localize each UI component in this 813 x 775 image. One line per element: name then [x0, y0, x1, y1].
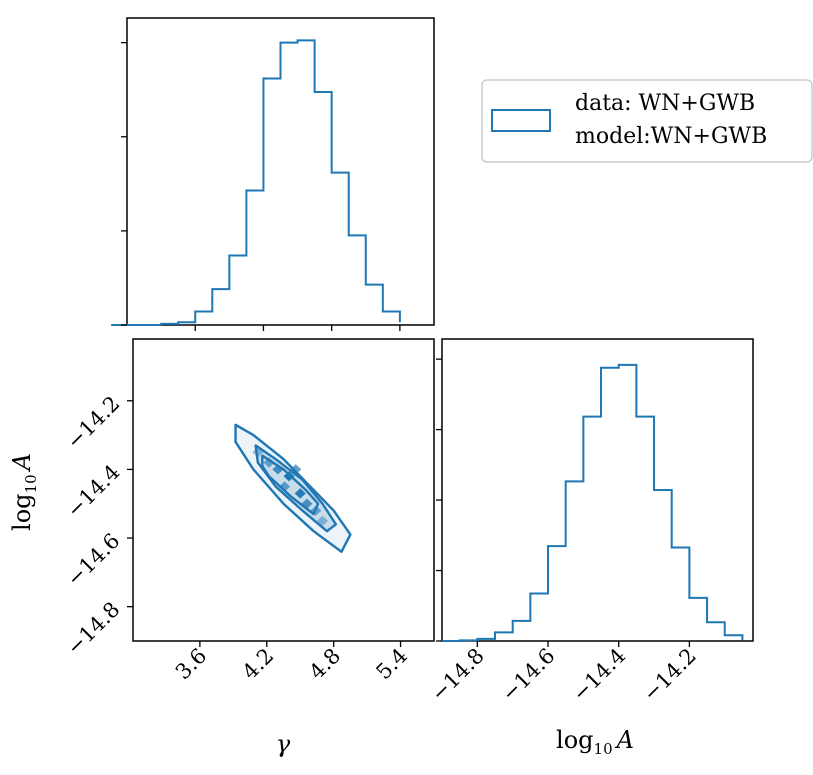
legend-frame	[481, 79, 813, 163]
joint-ytick-label-0: −14.8	[62, 597, 124, 659]
joint-xtick-label-1: 4.2	[238, 644, 279, 685]
joint-density-cell-4	[263, 457, 275, 468]
gamma-histogram-yticks	[121, 41, 127, 326]
log10A-histogram-xticks: −14.8 −14.6 −14.4 −14.2	[426, 641, 701, 706]
gamma-xlabel: γ	[276, 730, 291, 758]
joint-ytick-label-2: −14.4	[62, 460, 124, 522]
log10A-ylabel: log10A	[8, 453, 40, 531]
log10A-histogram-panel: −14.8 −14.6 −14.4 −14.2	[426, 338, 754, 706]
gamma-histogram-panel	[111, 17, 435, 331]
joint-xtick-label-3: 5.4	[371, 644, 412, 685]
joint-contour-inner	[261, 454, 320, 516]
legend-swatch	[491, 109, 551, 132]
joint-xticks: 3.6 4.2 4.8 5.4	[171, 641, 412, 684]
joint-xtick-label-2: 4.8	[305, 644, 346, 685]
joint-density-panel: −14.8−14.6 −14.4 −14.2 3.6 4.2 4.8 5.4	[62, 338, 435, 684]
joint-contour-outer	[234, 423, 352, 553]
gamma-histogram-line	[111, 39, 401, 326]
log10A-hist-xtick-label-0: −14.8	[426, 644, 488, 706]
joint-density-cell-2	[272, 464, 284, 475]
gamma-histogram-xticks	[194, 325, 401, 331]
joint-density-cell-1	[294, 488, 306, 499]
joint-density-cell-3	[301, 498, 313, 509]
log10A-histogram-frame	[441, 338, 754, 642]
legend-line-1: data: WN+GWB	[575, 91, 755, 116]
log10A-hist-xtick-label-1: −14.6	[497, 644, 559, 706]
joint-xtick-label-0: 3.6	[171, 644, 212, 685]
joint-density-cell-8	[316, 515, 329, 527]
joint-density-cells	[235, 424, 351, 552]
joint-ytick-label-3: −14.2	[62, 391, 124, 453]
legend: data: WN+GWB model:WN+GWB	[481, 79, 813, 163]
joint-yticks: −14.8−14.6 −14.4 −14.2	[62, 391, 133, 660]
log10A-hist-xtick-label-2: −14.4	[568, 644, 630, 706]
log10A-histogram-line	[442, 363, 744, 642]
gamma-histogram-frame	[126, 17, 435, 326]
joint-density-cell-7	[290, 464, 302, 475]
log10A-histogram-yticks	[436, 358, 442, 642]
log10A-hist-xtick-label-3: −14.2	[638, 644, 700, 706]
legend-line-2: model:WN+GWB	[575, 124, 767, 149]
joint-ytick-label-1: −14.6	[62, 529, 124, 591]
log10A-xlabel: log10 A	[556, 726, 634, 758]
joint-density-cell-0	[283, 471, 295, 482]
joint-frame	[132, 338, 435, 642]
joint-contours	[234, 423, 352, 553]
